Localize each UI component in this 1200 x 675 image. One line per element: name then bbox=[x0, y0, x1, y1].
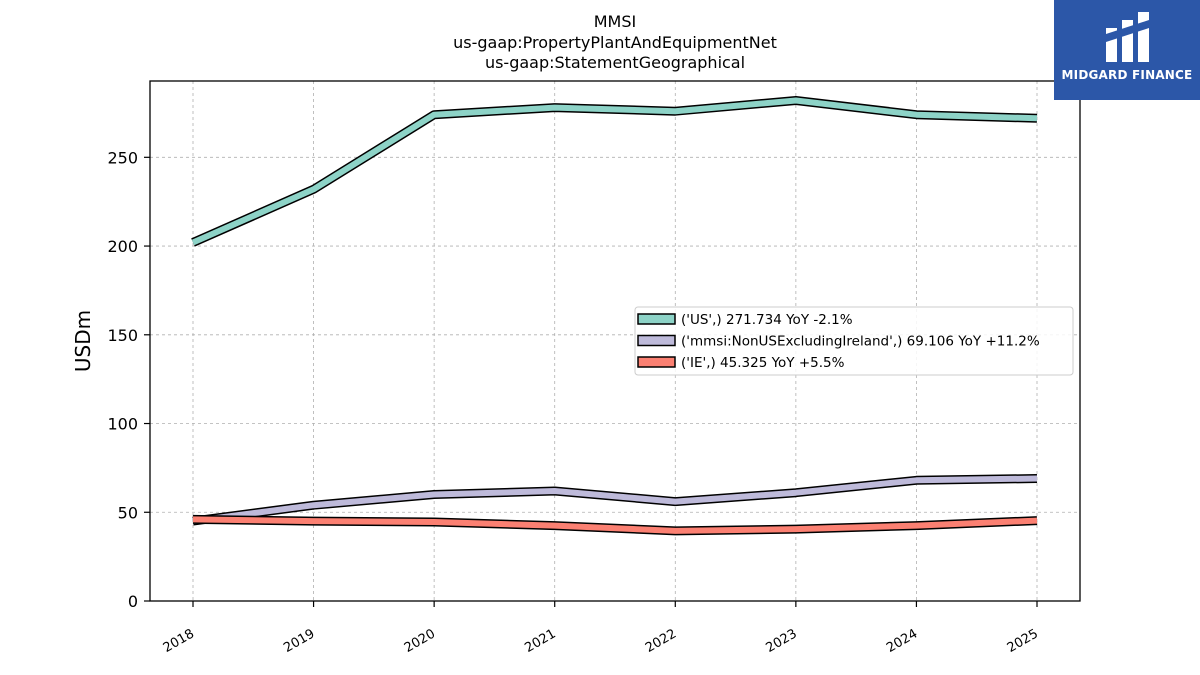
legend-frame bbox=[634, 306, 1074, 376]
y-tick-label: 150 bbox=[107, 326, 138, 345]
x-tick-label: 2025 bbox=[1005, 626, 1041, 656]
series-line bbox=[191, 97, 1038, 246]
plot-area-frame bbox=[149, 80, 1081, 602]
series-line bbox=[192, 475, 1038, 525]
x-tick-label: 2021 bbox=[522, 626, 558, 656]
series-1 bbox=[192, 474, 1038, 526]
midgard-logo-icon bbox=[1106, 12, 1149, 62]
series-outline bbox=[192, 474, 1038, 526]
chart-title-line-1: MMSI bbox=[594, 12, 636, 31]
series-2 bbox=[192, 514, 1038, 536]
x-tick-label: 2023 bbox=[764, 626, 800, 656]
chart-title-line-2: us-gaap:PropertyPlantAndEquipmentNet bbox=[453, 33, 777, 52]
x-tick-label: 2019 bbox=[281, 626, 317, 656]
series-0 bbox=[191, 96, 1038, 247]
legend-label: ('IE',) 45.325 YoY +5.5% bbox=[681, 355, 845, 371]
logo-text: MIDGARD FINANCE bbox=[1061, 68, 1193, 82]
y-axis-label: USDm bbox=[71, 310, 95, 372]
legend-swatch bbox=[637, 334, 676, 347]
x-tick-label: 2022 bbox=[643, 626, 679, 656]
y-tick-label: 250 bbox=[107, 148, 138, 167]
y-tick-label: 0 bbox=[128, 592, 138, 611]
legend-swatch bbox=[637, 313, 676, 325]
series-outline bbox=[191, 96, 1038, 247]
chart-title: MMSI us-gaap:PropertyPlantAndEquipmentNe… bbox=[453, 12, 777, 72]
legend-label: ('mmsi:NonUSExcludingIreland',) 69.106 Y… bbox=[681, 334, 1040, 350]
y-tick-label: 50 bbox=[118, 503, 138, 522]
series-line bbox=[192, 516, 1038, 534]
legend-label: ('US',) 271.734 YoY -2.1% bbox=[681, 312, 853, 328]
midgard-finance-logo: MIDGARD FINANCE bbox=[1054, 0, 1200, 100]
x-tick-label: 2024 bbox=[884, 626, 920, 656]
legend-swatch bbox=[637, 356, 676, 368]
legend: ('US',) 271.734 YoY -2.1% ('mmsi:NonUSExc… bbox=[634, 306, 1074, 376]
y-tick-label: 100 bbox=[107, 415, 138, 434]
y-tick-label: 200 bbox=[107, 237, 138, 256]
x-tick-label: 2018 bbox=[161, 626, 197, 656]
x-tick-label: 2020 bbox=[402, 626, 438, 656]
x-axis: 2018 2019 2020 2021 2022 2023 2024 2025 bbox=[161, 601, 1041, 656]
series-layer bbox=[191, 96, 1038, 536]
y-axis: 0 50 100 150 200 250 bbox=[107, 148, 150, 611]
chart-title-line-3: us-gaap:StatementGeographical bbox=[485, 53, 745, 72]
